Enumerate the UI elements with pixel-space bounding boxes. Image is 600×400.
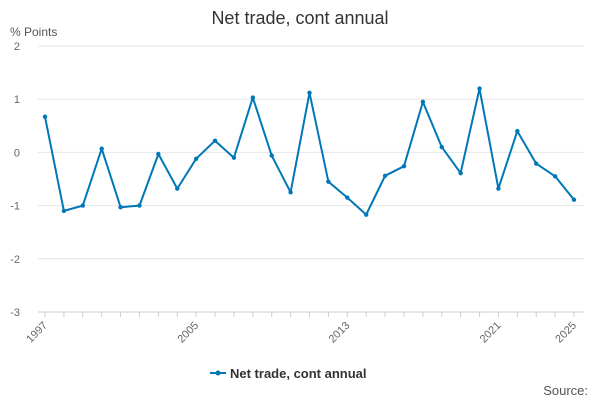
y-tick-label: -3 <box>10 307 20 319</box>
series-group <box>42 86 577 217</box>
y-tick-label: 0 <box>14 147 20 159</box>
y-axis-label: % Points <box>10 25 57 39</box>
data-point <box>571 197 577 202</box>
data-point <box>269 153 274 158</box>
y-axis-ticks: 2 1 0 -1 -2 -3 <box>10 41 20 319</box>
data-point <box>382 173 388 179</box>
legend-marker <box>215 370 221 376</box>
data-point <box>175 186 180 191</box>
data-point <box>212 138 218 143</box>
data-point <box>458 170 463 176</box>
data-point <box>250 95 256 100</box>
data-point <box>439 144 444 150</box>
data-point <box>363 212 369 217</box>
data-point <box>420 99 426 105</box>
data-point <box>288 190 293 195</box>
data-point <box>401 164 407 169</box>
data-point <box>552 174 558 179</box>
x-tick-label: 2021 <box>478 320 504 346</box>
data-point <box>515 128 520 134</box>
data-point <box>42 114 48 119</box>
data-point <box>477 86 482 91</box>
x-tick-label: 2025 <box>553 320 579 346</box>
data-point <box>118 204 123 210</box>
y-tick-label: -2 <box>10 254 20 266</box>
x-tick-label: 2005 <box>175 320 201 346</box>
x-tick-label: 2013 <box>327 320 353 346</box>
data-point <box>99 146 104 151</box>
y-tick-label: -1 <box>10 201 20 213</box>
y-tick-label: 2 <box>14 41 20 53</box>
chart-title: Net trade, cont annual <box>211 8 388 28</box>
legend-label: Net trade, cont annual <box>230 366 367 381</box>
series-line <box>44 87 575 216</box>
source-label: Source: <box>543 383 588 398</box>
legend[interactable]: Net trade, cont annual <box>210 366 367 381</box>
data-point <box>231 155 237 160</box>
data-point <box>345 195 350 200</box>
x-tick-label: 1997 <box>24 320 50 346</box>
data-point <box>326 179 331 184</box>
data-point <box>137 203 142 208</box>
data-point <box>193 156 199 161</box>
data-point <box>80 203 85 208</box>
data-point <box>307 90 312 96</box>
data-point <box>61 208 67 214</box>
x-axis: 1997 2005 2013 2021 2025 <box>24 311 584 346</box>
data-point <box>156 151 161 157</box>
data-point <box>534 161 539 166</box>
data-point <box>496 186 501 191</box>
y-tick-label: 1 <box>14 94 20 106</box>
